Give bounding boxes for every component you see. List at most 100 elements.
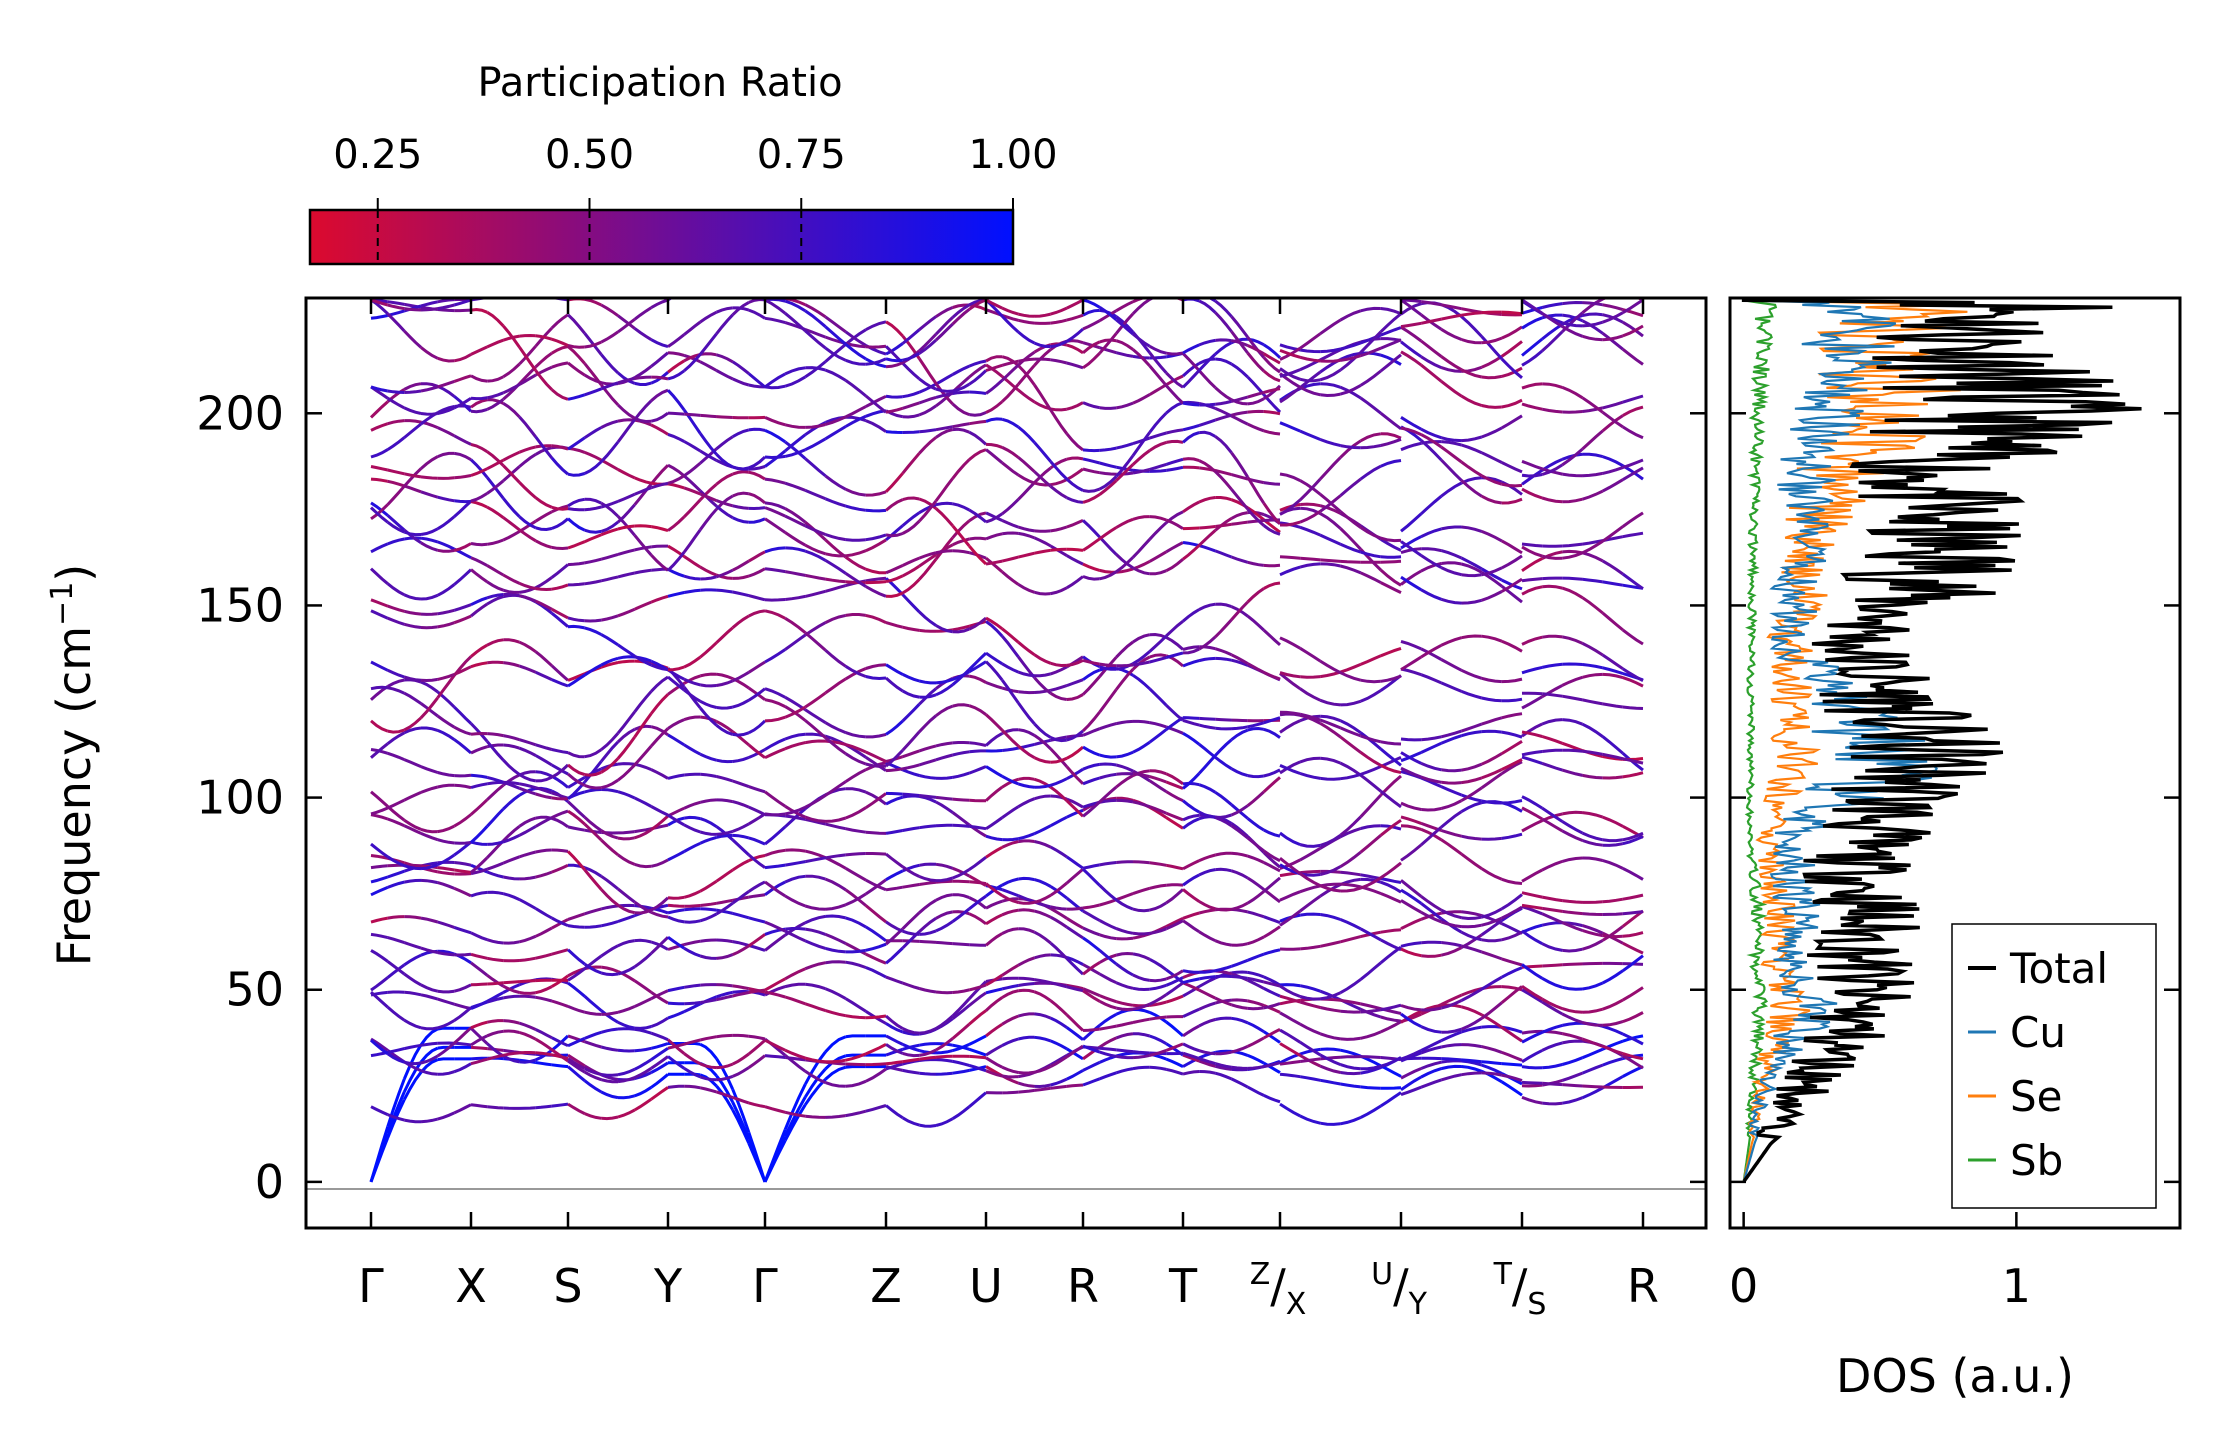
phonon-band-line (804, 543, 826, 556)
phonon-band-line (1562, 313, 1584, 323)
phonon-band-line (1230, 451, 1249, 478)
phonon-band-line (984, 996, 1004, 1012)
phonon-band-line (1050, 661, 1067, 668)
phonon-band-line (650, 594, 669, 604)
phonon-band-line (885, 357, 903, 363)
phonon-band-line (1246, 614, 1265, 632)
phonon-band-line (935, 1058, 953, 1063)
phonon-band-line (1182, 544, 1201, 561)
phonon-band-line (437, 1070, 455, 1076)
phonon-band-line (732, 1066, 750, 1078)
phonon-band-line (935, 910, 954, 920)
phonon-band-line (699, 449, 718, 462)
phonon-band-line (716, 672, 734, 680)
phonon-band-line (865, 762, 887, 768)
phonon-band-line (1098, 1036, 1117, 1049)
phonon-band-line (1400, 801, 1422, 811)
phonon-band-line (1131, 538, 1151, 559)
phonon-band-line (1622, 425, 1644, 440)
phonon-band-line (1541, 976, 1563, 989)
phonon-band-line (453, 983, 472, 993)
phonon-band-line (584, 451, 602, 462)
phonon-band-line (1581, 396, 1604, 414)
phonon-band-line (370, 854, 389, 860)
phonon-band-line (470, 773, 488, 779)
phonon-band-line (732, 516, 749, 524)
phonon-band-line (1400, 512, 1423, 533)
phonon-band-line (370, 806, 389, 816)
phonon-band-line (1359, 369, 1382, 387)
phonon-band-line (617, 524, 635, 531)
phonon-band-line (984, 660, 1004, 682)
phonon-band-line (1247, 978, 1265, 990)
phonon-band-line (402, 1071, 423, 1101)
phonon-band-line (865, 878, 887, 892)
phonon-band-line (700, 280, 716, 283)
phonon-band-line (902, 1043, 920, 1053)
phonon-band-line (865, 576, 887, 583)
phonon-band-line (951, 519, 971, 539)
phonon-band-line (985, 298, 1003, 310)
phonon-band-line (1116, 798, 1134, 804)
phonon-band-line (1081, 675, 1101, 696)
phonon-band-line (617, 887, 636, 904)
phonon-band-line (1065, 477, 1084, 492)
phonon-band-line (732, 1033, 749, 1038)
phonon-band-line (667, 432, 685, 443)
phonon-band-line (716, 994, 734, 1002)
phonon-band-line (617, 914, 636, 923)
phonon-band-line (1461, 573, 1482, 578)
phonon-band-line (1050, 684, 1068, 692)
phonon-band-line (919, 1048, 937, 1057)
phonon-band-line (935, 549, 953, 555)
phonon-band-line (1441, 768, 1462, 773)
phonon-band-line (470, 396, 488, 401)
phonon-band-line (1099, 919, 1117, 930)
phonon-band-line (1521, 929, 1543, 946)
phonon-band-line (1230, 511, 1248, 520)
phonon-band-line (865, 538, 887, 553)
phonon-band-line (1231, 1016, 1249, 1025)
phonon-band-line (1215, 726, 1232, 731)
phonon-band-line (935, 753, 954, 762)
phonon-band-line (918, 382, 937, 394)
phonon-band-line (1601, 559, 1624, 576)
phonon-band-line (1481, 494, 1503, 505)
phonon-band-line (1561, 829, 1584, 842)
phonon-band-line (1198, 529, 1217, 547)
phonon-band-line (1182, 401, 1200, 407)
phonon-band-line (486, 338, 504, 349)
phonon-band-line (1501, 740, 1523, 755)
phonon-band-line (935, 1037, 954, 1052)
phonon-band-line (519, 994, 536, 999)
phonon-band-line (567, 1053, 586, 1068)
phonon-band-line (1230, 488, 1249, 511)
phonon-band-line (667, 591, 685, 598)
phonon-band-line (1214, 756, 1233, 770)
phonon-band-line (1582, 1037, 1604, 1048)
phonon-band-line (699, 310, 718, 324)
phonon-band-line (1380, 459, 1402, 468)
phonon-band-line (502, 1054, 520, 1064)
phonon-band-line (748, 492, 766, 505)
phonon-band-line (1198, 810, 1216, 819)
phonon-band-line (1460, 852, 1483, 870)
phonon-band-line (1001, 989, 1019, 999)
phonon-band-line (934, 322, 954, 342)
phonon-band-line (716, 499, 734, 508)
phonon-band-line (403, 1018, 422, 1030)
phonon-band-line (1263, 1002, 1281, 1010)
phonon-band-line (1001, 662, 1019, 674)
phonon-band-line (1231, 851, 1249, 858)
phonon-band-line (732, 756, 750, 763)
phonon-band-line (804, 914, 826, 925)
phonon-band-line (699, 752, 717, 762)
phonon-band-line (518, 519, 537, 533)
phonon-band-line (437, 838, 455, 845)
phonon-band-line (617, 1076, 636, 1084)
phonon-band-line (1421, 1006, 1442, 1012)
phonon-band-line (535, 526, 553, 532)
phonon-band-line (1481, 696, 1502, 703)
phonon-band-line (667, 482, 685, 490)
